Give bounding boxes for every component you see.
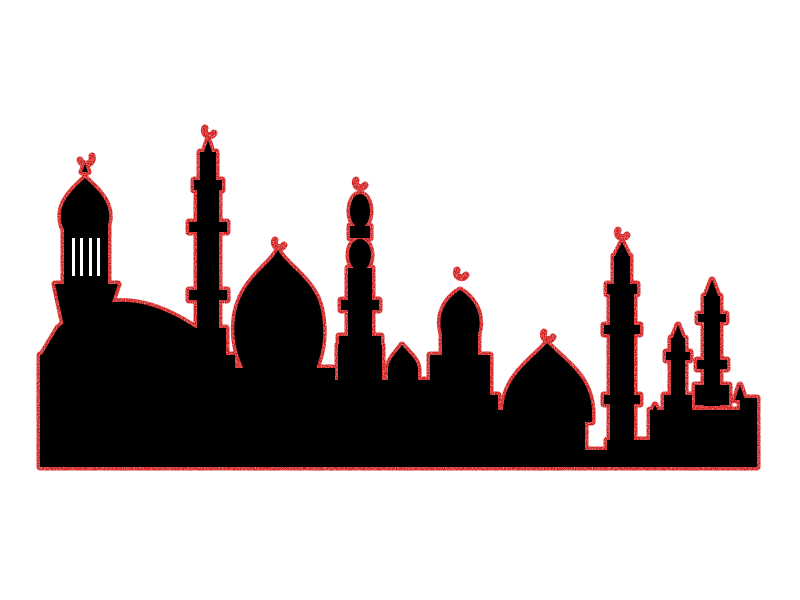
tower-window-slits [72,238,100,276]
